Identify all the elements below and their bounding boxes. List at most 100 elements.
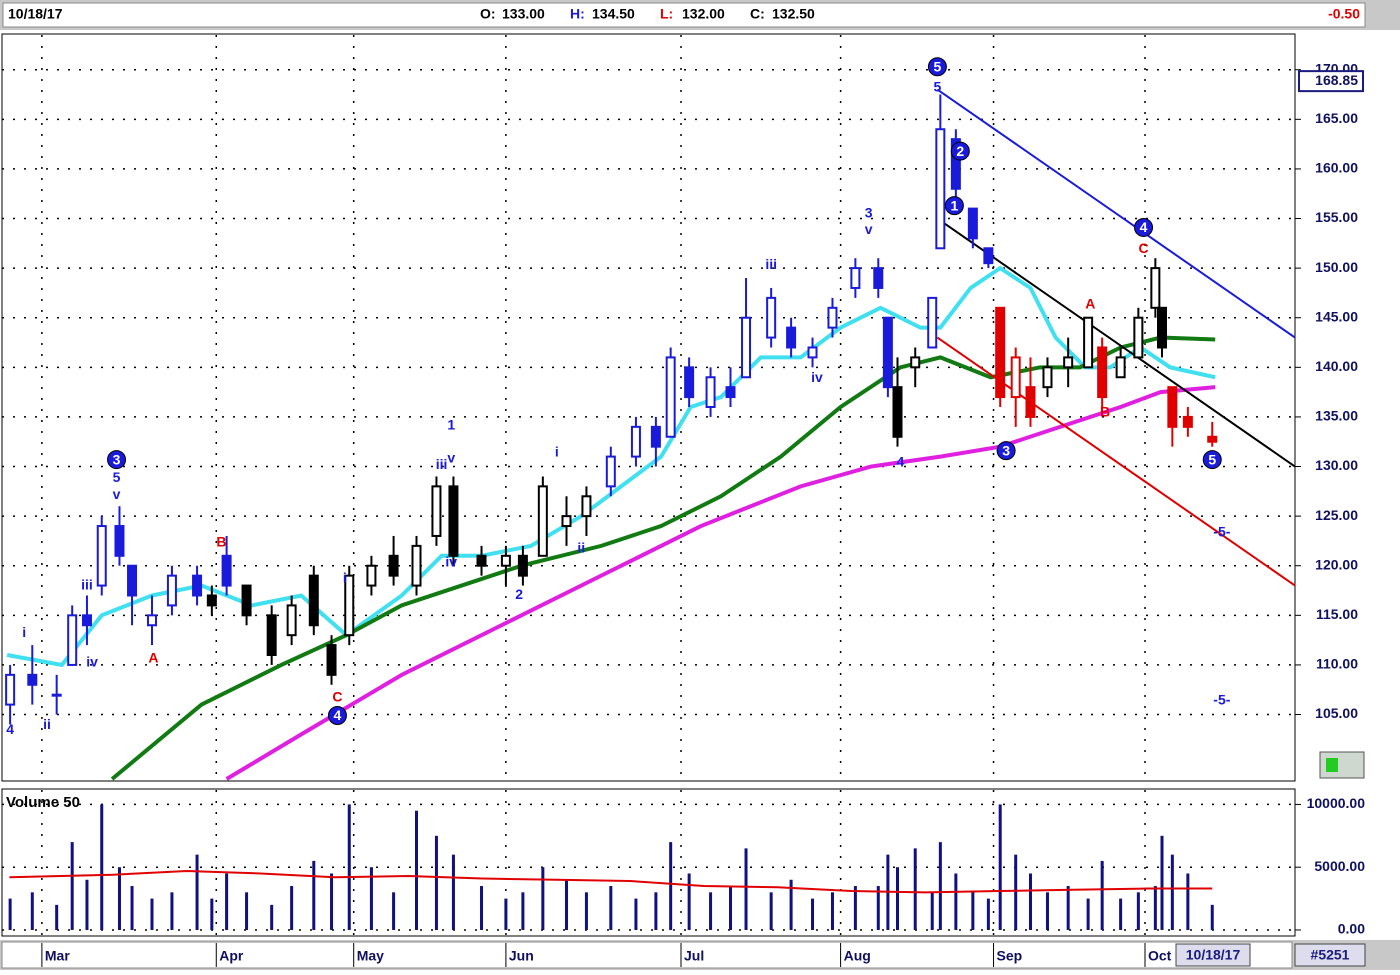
volume-bar: [1066, 886, 1070, 930]
volume-bar: [70, 842, 74, 930]
candle-body: [1133, 316, 1144, 359]
volume-bar: [1028, 873, 1032, 930]
quote-value: 132.50: [772, 6, 815, 22]
candle-body: [983, 247, 994, 265]
volume-bar: [954, 873, 958, 930]
candle-body: [827, 306, 838, 329]
candle-body: [1063, 356, 1074, 369]
volume-bar: [434, 835, 438, 930]
volume-bar: [876, 886, 880, 930]
wave-label: A: [1085, 296, 1095, 312]
wave-label: v: [113, 486, 121, 502]
candle-body: [388, 554, 399, 577]
wave-label: 5: [1208, 451, 1216, 467]
volume-bar: [30, 892, 34, 930]
volume-bar: [480, 886, 484, 930]
price-marker-box: [1298, 70, 1364, 93]
volume-bar: [1160, 835, 1164, 930]
y-tick-label: 155.00: [1315, 209, 1358, 225]
candle-body: [27, 673, 38, 686]
volume-bar: [1045, 892, 1049, 930]
candle-body: [476, 554, 487, 567]
volume-bar: [634, 898, 638, 930]
volume-bar: [8, 898, 12, 930]
volume-bar: [100, 804, 104, 930]
candle-body: [995, 306, 1006, 399]
y-tick-label: 145.00: [1315, 308, 1358, 324]
volume-bar: [1153, 886, 1157, 930]
candle-body: [51, 693, 62, 697]
volume-bar: [225, 873, 229, 930]
volume-bar: [1210, 904, 1214, 930]
candle-body: [967, 207, 978, 240]
tool-icon-part: [1326, 758, 1338, 772]
candle-body: [1042, 366, 1053, 389]
moving-average: [225, 385, 1216, 781]
candle-body: [1167, 386, 1178, 428]
moving-average: [110, 335, 1216, 781]
candle-body: [850, 267, 861, 289]
price-frame: [1, 33, 1296, 782]
x-tick-label: Aug: [844, 948, 871, 964]
candle-body: [206, 594, 217, 607]
candle-body: [308, 574, 319, 627]
wave-label: iii: [765, 256, 777, 272]
volume-bar: [654, 892, 658, 930]
volume-bar: [1170, 854, 1174, 930]
candle-body: [537, 485, 548, 557]
candle-body: [114, 525, 125, 557]
y-tick-label: 0.00: [1338, 921, 1365, 937]
wave-label: iii: [81, 576, 93, 592]
volume-bar: [210, 898, 214, 930]
wave-label: 3: [865, 204, 873, 220]
x-tick-label: Sep: [997, 948, 1023, 964]
candle-body: [1150, 267, 1161, 309]
volume-bar: [1100, 860, 1104, 930]
volume-bar: [729, 886, 733, 930]
candle-body: [192, 574, 203, 597]
wave-label: i: [555, 443, 559, 459]
x-tick-label: Mar: [45, 948, 70, 964]
candle-body: [517, 554, 528, 577]
wave-label: iv: [811, 369, 823, 385]
candle-body: [927, 296, 938, 349]
id-box: [1294, 943, 1366, 967]
footer-id: #5251: [1311, 947, 1350, 963]
price-marker: 168.85: [1315, 72, 1358, 88]
candle-body: [146, 614, 157, 627]
wave-label: 3: [1002, 442, 1010, 458]
y-tick-label: 150.00: [1315, 259, 1358, 275]
candle-body: [935, 128, 946, 250]
candle-body: [705, 376, 716, 409]
volume-bar: [414, 810, 418, 930]
volume-bar: [938, 842, 942, 930]
candle-body: [500, 554, 511, 567]
candle-body: [741, 316, 752, 379]
candle-body: [1115, 356, 1126, 379]
candle-body: [650, 425, 661, 448]
wave-circle: [927, 57, 947, 77]
volume-bar: [744, 848, 748, 930]
y-tick-label: 115.00: [1316, 606, 1358, 622]
wave-label: 1: [950, 197, 958, 213]
y-tick-label: 135.00: [1315, 408, 1358, 424]
volume-bar: [930, 892, 934, 930]
wave-label: A: [148, 650, 158, 666]
wave-label: C: [332, 688, 342, 704]
candle-body: [344, 574, 355, 637]
volume-bar: [130, 886, 134, 930]
candle-body: [1025, 386, 1036, 418]
candle-body: [127, 564, 138, 597]
header-change: -0.50: [1328, 6, 1360, 22]
candle-body: [892, 386, 903, 438]
candle-body: [1207, 435, 1218, 443]
date-box: [1175, 943, 1251, 967]
wave-label: 5: [113, 469, 121, 485]
volume-bar: [789, 879, 793, 930]
wave-label: -5-: [1213, 691, 1230, 707]
y-tick-label: 130.00: [1315, 457, 1358, 473]
trend-line: [936, 88, 1296, 339]
wave-label: -5-: [1213, 524, 1230, 540]
volume-bar: [1136, 892, 1140, 930]
